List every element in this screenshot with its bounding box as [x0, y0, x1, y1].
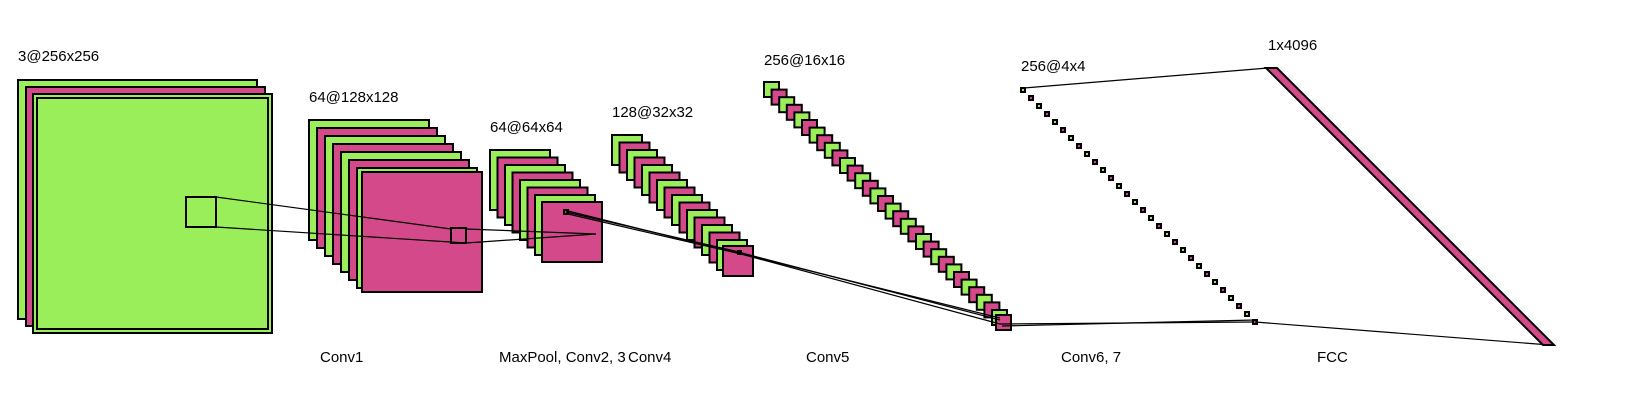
conv5-stack — [763, 81, 1012, 331]
layer-label-conv1: 64@128x128 — [309, 89, 398, 106]
conv6-map — [1084, 151, 1090, 157]
connector-conv5-conv6 — [1001, 319, 1256, 327]
fcc-stack — [1263, 67, 1557, 346]
connector-conv6-fcc-top — [1023, 67, 1269, 89]
layer-label-conv5: 256@16x16 — [764, 52, 845, 69]
layer-label-input: 3@256x256 — [18, 48, 99, 65]
conv6-map — [1204, 271, 1210, 277]
conv6-map — [1196, 263, 1202, 269]
connector-conv4-conv5 — [740, 253, 1001, 325]
connector-lines — [215, 67, 1551, 346]
fcc-vector — [1263, 67, 1557, 346]
layer-label-conv4: 128@32x32 — [612, 104, 693, 121]
conv6-map — [1108, 175, 1114, 181]
conv6-map — [1036, 103, 1042, 109]
input-map — [32, 93, 273, 334]
conv6-map — [1124, 191, 1130, 197]
conv6-map — [1188, 255, 1194, 261]
conv6-map — [1172, 239, 1178, 245]
stage-labels: Conv1 MaxPool, Conv2, 3 Conv4 Conv5 Conv… — [320, 349, 1348, 366]
conv6-map — [1068, 135, 1074, 141]
conv6-map — [1044, 111, 1050, 117]
stage-label-conv6: Conv6, 7 — [1061, 349, 1121, 366]
layer-label-conv6: 256@4x4 — [1021, 58, 1085, 75]
layer-label-conv2: 64@64x64 — [490, 119, 563, 136]
connector-input-conv1 — [215, 226, 467, 244]
feature-map-stacks — [17, 67, 1557, 346]
conv6-map — [1140, 207, 1146, 213]
conv6-stack — [1020, 87, 1258, 325]
conv6-map — [1220, 287, 1226, 293]
conv6-map — [1116, 183, 1122, 189]
conv6-map — [1100, 167, 1106, 173]
conv6-map — [1028, 95, 1034, 101]
input-stack — [17, 79, 273, 334]
conv6-map — [1228, 295, 1234, 301]
conv6-map — [1020, 87, 1026, 93]
conv6-map — [1212, 279, 1218, 285]
conv6-map — [1164, 231, 1170, 237]
conv1-map-front — [361, 171, 483, 293]
connector-conv2-conv5 — [563, 209, 1001, 319]
conv6-map — [1132, 199, 1138, 205]
connector-conv2-conv4 — [567, 213, 742, 255]
conv6-map — [1244, 311, 1250, 317]
stage-label-conv5: Conv5 — [806, 349, 849, 366]
connector-conv1-conv2 — [465, 228, 597, 235]
conv6-map — [1092, 159, 1098, 165]
layer-labels: 3@256x256 64@128x128 64@64x64 128@32x32 … — [18, 37, 1317, 136]
connector-conv6-fcc-bottom — [1254, 321, 1551, 346]
conv6-map — [1052, 119, 1058, 125]
conv1-stack — [308, 119, 483, 293]
conv6-map — [1148, 215, 1154, 221]
conv2-stack — [489, 149, 603, 263]
input-map-inner — [36, 97, 269, 330]
stage-label-maxpool: MaxPool, Conv2, 3 — [499, 349, 626, 366]
stage-label-conv1: Conv1 — [320, 349, 363, 366]
connector-input-conv1 — [215, 196, 452, 230]
stage-label-fcc: FCC — [1317, 349, 1348, 366]
conv6-map — [1076, 143, 1082, 149]
conv6-map — [1180, 247, 1186, 253]
input-kernel — [185, 196, 217, 228]
conv6-map — [1156, 223, 1162, 229]
conv6-map — [1236, 303, 1242, 309]
conv4-stack — [611, 134, 754, 277]
stage-label-conv4: Conv4 — [628, 349, 671, 366]
layer-label-fcc: 1x4096 — [1268, 37, 1317, 54]
conv6-map — [1060, 127, 1066, 133]
connector-conv1-conv2 — [465, 233, 597, 244]
